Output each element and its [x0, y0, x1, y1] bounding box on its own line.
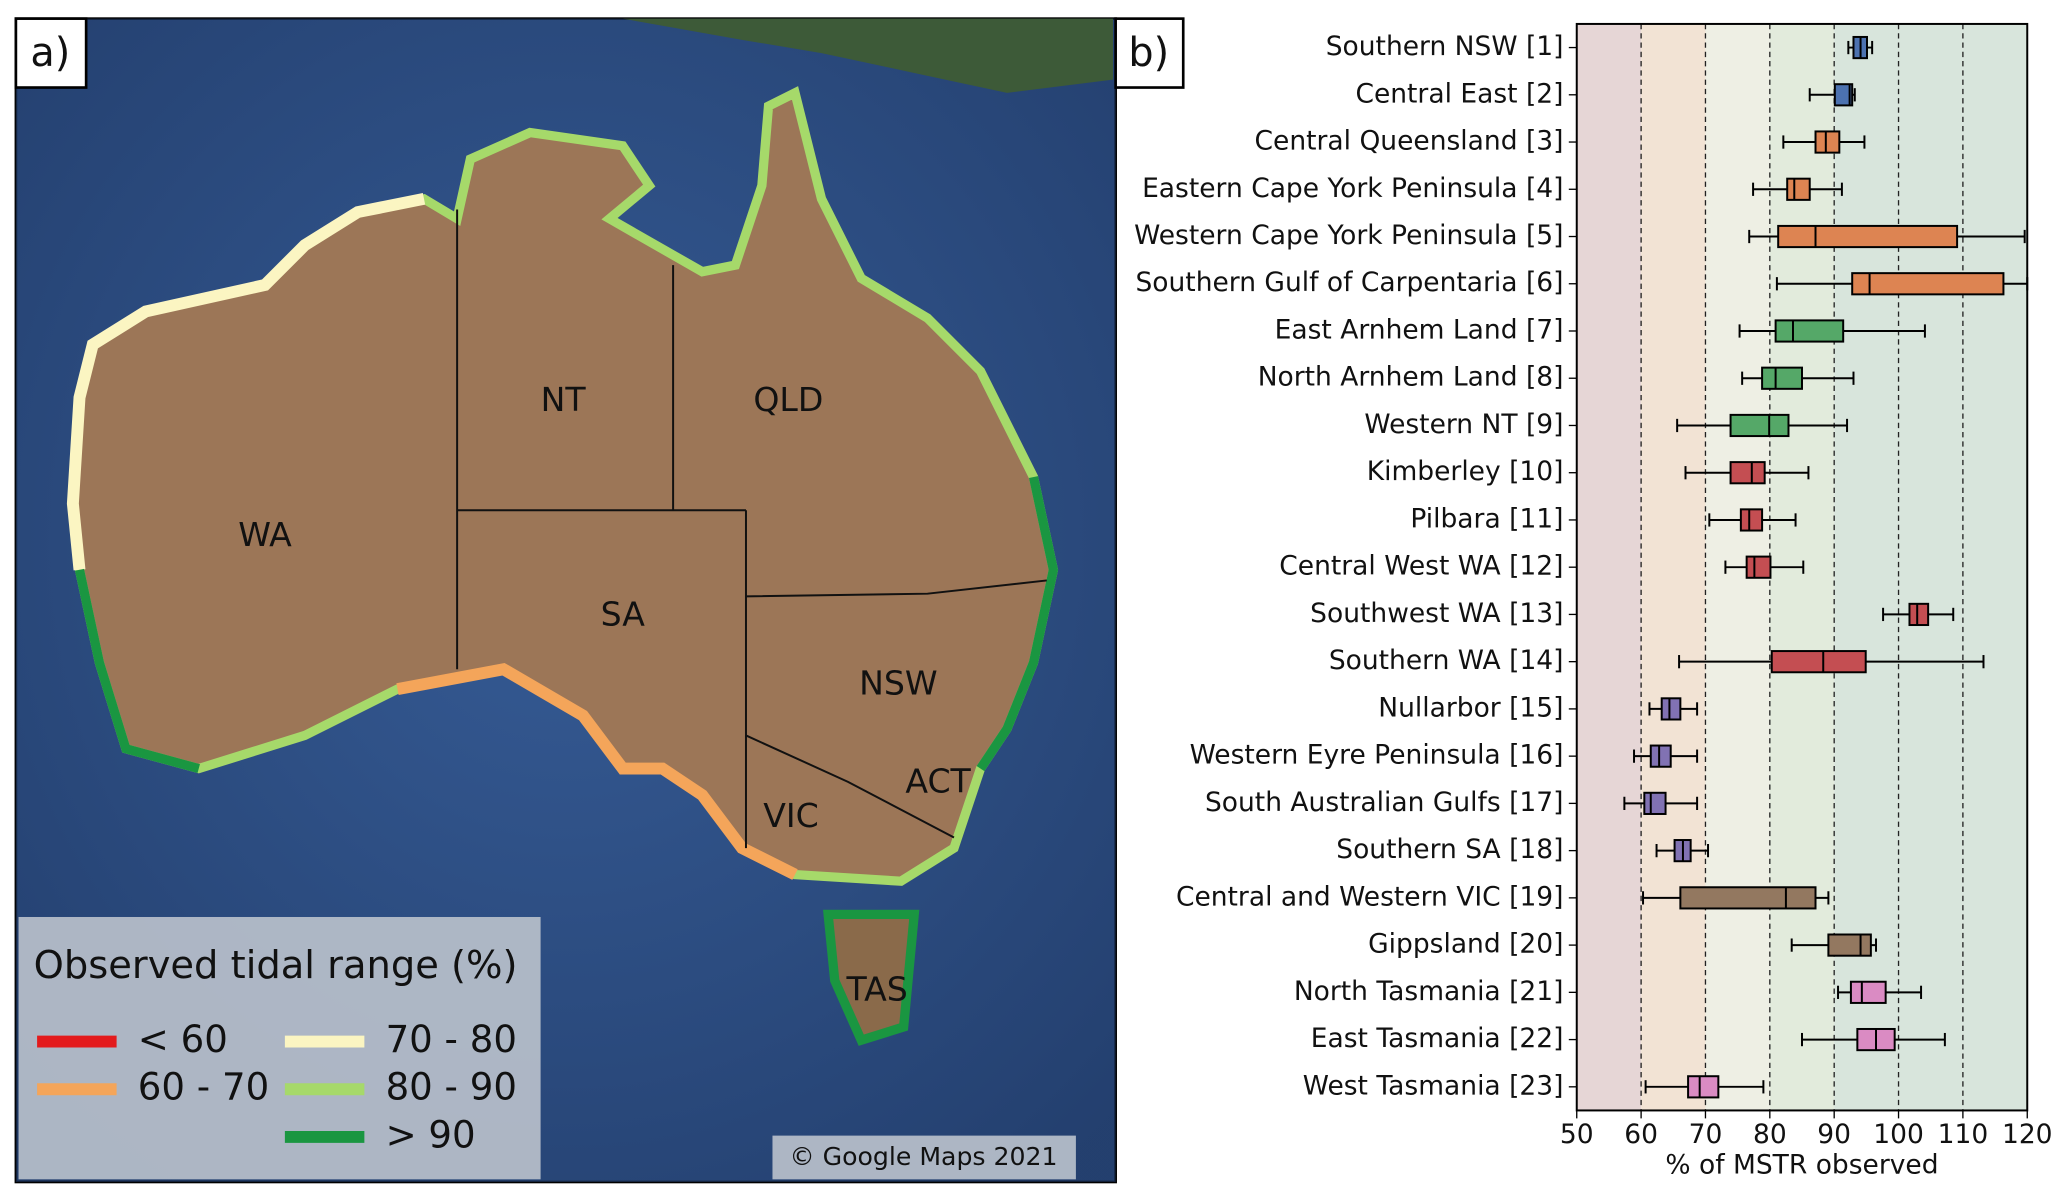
box: [1729, 413, 1790, 438]
y-tick-label: Southwest WA [13]: [1310, 598, 1563, 629]
box: [1643, 791, 1667, 815]
x-tick-label: 50: [1560, 1119, 1594, 1150]
y-tick-label: Southern NSW [1]: [1326, 31, 1564, 62]
box: [1687, 1075, 1720, 1099]
box: [1786, 177, 1811, 201]
region-label: QLD: [753, 380, 823, 419]
panel-label: b): [1128, 30, 1169, 76]
y-tick-label: Western NT [9]: [1364, 409, 1563, 440]
y-tick-label: North Tasmania [21]: [1294, 976, 1564, 1007]
y-tick-label: Pilbara [11]: [1410, 503, 1563, 534]
border: [745, 734, 955, 839]
region-label: NT: [541, 380, 587, 419]
y-tick-label: Central Queensland [3]: [1255, 126, 1564, 157]
coast-northwest: [66, 192, 426, 571]
background-band: [1898, 23, 1963, 1111]
region-label: VIC: [763, 796, 819, 835]
y-tick-label: Western Cape York Peninsula [5]: [1134, 220, 1563, 251]
box: [1849, 980, 1887, 1004]
box: [1649, 744, 1672, 768]
x-tick-label: 60: [1624, 1119, 1658, 1150]
x-tick-label: 90: [1817, 1119, 1851, 1150]
y-tick-label: West Tasmania [23]: [1303, 1070, 1564, 1101]
border: [745, 579, 1047, 598]
y-tick-label: Western Eyre Peninsula [16]: [1190, 740, 1564, 771]
panel-label-box: [14, 17, 88, 89]
credit-box: [772, 1135, 1076, 1180]
x-tick-label: 100: [1873, 1119, 1924, 1150]
box: [1770, 650, 1867, 674]
y-tick-label: Central and Western VIC [19]: [1176, 881, 1564, 912]
y-tick-label: Gippsland [20]: [1368, 929, 1563, 960]
panel-label: a): [30, 30, 70, 76]
region-label: ACT: [905, 762, 971, 801]
legend-label: 70 - 80: [386, 1018, 517, 1061]
box: [1908, 602, 1930, 627]
box: [1761, 366, 1803, 390]
background-band: [1576, 23, 1642, 1111]
y-tick-label: East Tasmania [22]: [1311, 1023, 1564, 1054]
box: [1777, 224, 1959, 249]
x-axis-label: % of MSTR observed: [1665, 1150, 1938, 1181]
box: [1745, 555, 1772, 579]
y-tick-label: Kimberley [10]: [1367, 456, 1564, 487]
box: [1739, 508, 1764, 532]
legend-label: 80 - 90: [386, 1066, 517, 1109]
y-tick-label: Southern WA [14]: [1329, 645, 1564, 676]
credit: © Google Maps 2021: [789, 1142, 1057, 1171]
x-tick-label: 80: [1753, 1119, 1787, 1150]
region-label: TAS: [845, 970, 907, 1009]
background-band: [1641, 23, 1706, 1111]
y-tick-label: Central East [2]: [1355, 78, 1563, 109]
x-tick-label: 110: [1938, 1119, 1989, 1150]
y-tick-label: Central West WA [12]: [1279, 551, 1563, 582]
coast-east: [976, 476, 1059, 772]
box: [1660, 697, 1682, 721]
new-guinea: [622, 18, 1113, 93]
box: [1833, 83, 1854, 107]
region-label: SA: [601, 595, 646, 634]
y-tick-label: South Australian Gulfs [17]: [1205, 787, 1564, 818]
legend-title: Observed tidal range (%): [34, 943, 518, 988]
y-tick-label: Eastern Cape York Peninsula [4]: [1142, 173, 1563, 204]
y-tick-label: Southern SA [18]: [1336, 834, 1563, 865]
y-tick-label: Nullarbor [15]: [1378, 692, 1563, 723]
region-label: NSW: [859, 664, 938, 703]
coast-southwest: [74, 568, 200, 774]
background-band: [1962, 23, 2028, 1111]
region-label: WA: [238, 515, 292, 554]
box: [1679, 886, 1817, 910]
box: [1814, 130, 1841, 154]
y-tick-label: East Arnhem Land [7]: [1275, 314, 1564, 345]
box: [1729, 461, 1766, 485]
x-tick-label: 120: [2002, 1119, 2053, 1150]
legend-label: < 60: [138, 1018, 228, 1061]
box: [1851, 272, 2005, 296]
box: [1827, 933, 1872, 957]
state-borders: [456, 209, 1047, 849]
x-tick-label: 70: [1689, 1119, 1723, 1150]
y-tick-label: North Arnhem Land [8]: [1258, 362, 1564, 393]
panel-label-box: [1114, 17, 1185, 89]
y-tick-label: Southern Gulf of Carpentaria [6]: [1135, 267, 1563, 298]
legend-box: [18, 916, 541, 1180]
map-panel: a) WA NT QLD SA NSW VIC ACT TAS Observed tidal r…: [14, 17, 1117, 1184]
background-band: [1834, 23, 1899, 1111]
box: [1774, 319, 1845, 343]
coast-south: [396, 662, 798, 880]
tasmania: [823, 909, 920, 1046]
legend-label: > 90: [386, 1113, 476, 1156]
legend-label: 60 - 70: [138, 1066, 269, 1109]
